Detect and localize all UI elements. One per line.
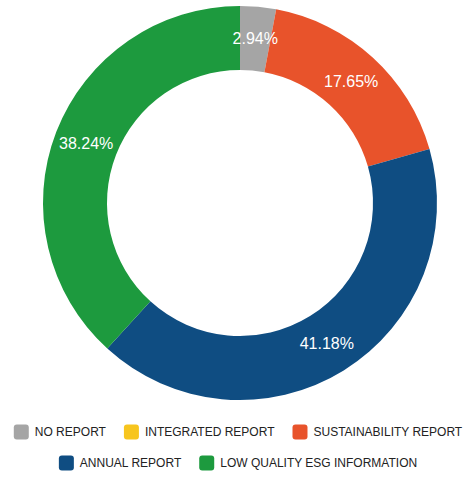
legend-label: ANNUAL REPORT — [80, 456, 182, 470]
chart: 2.94% 17.65% 41.18% 38.24% NO REPORT INTEGRAT… — [0, 0, 476, 480]
legend-swatch — [14, 425, 29, 440]
legend-item: INTEGRATED REPORT — [124, 425, 275, 440]
data-label: 2.94% — [233, 30, 278, 47]
data-label: 41.18% — [300, 335, 354, 352]
legend-row: ANNUAL REPORT LOW QUALITY ESG INFORMATION — [59, 456, 417, 471]
legend-item: SUSTAINABILITY REPORT — [292, 425, 462, 440]
legend-item: NO REPORT — [14, 425, 107, 440]
legend-label: NO REPORT — [35, 425, 107, 439]
data-label: 38.24% — [59, 135, 113, 152]
legend-label: LOW QUALITY ESG INFORMATION — [220, 456, 417, 470]
slice — [264, 9, 429, 166]
slice — [107, 149, 437, 400]
data-label: 17.65% — [324, 73, 378, 90]
legend-swatch — [199, 456, 214, 471]
plot — [43, 6, 437, 400]
legend-row: NO REPORT INTEGRATED REPORT SUSTAINABILITY… — [14, 425, 463, 440]
legend-item: LOW QUALITY ESG INFORMATION — [199, 456, 417, 471]
slice — [43, 6, 240, 349]
legend: NO REPORT INTEGRATED REPORT SUSTAINABILITY… — [14, 425, 463, 471]
legend-swatch — [292, 425, 307, 440]
legend-item: ANNUAL REPORT — [59, 456, 182, 471]
slices — [43, 6, 437, 400]
legend-swatch — [124, 425, 139, 440]
legend-label: SUSTAINABILITY REPORT — [313, 425, 462, 439]
data-labels: 2.94% 17.65% 41.18% 38.24% — [59, 30, 378, 352]
legend-label: INTEGRATED REPORT — [145, 425, 275, 439]
legend-swatch — [59, 456, 74, 471]
